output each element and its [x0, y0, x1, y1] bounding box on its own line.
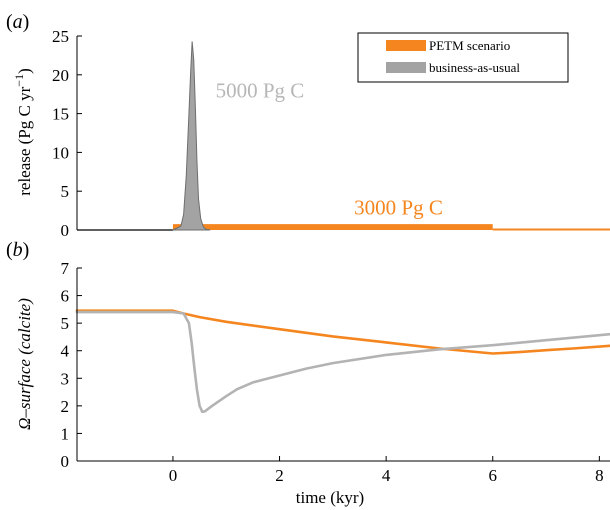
panel-b-ytick-label: 2	[61, 397, 70, 416]
legend-label-petm: PETM scenario	[429, 38, 510, 53]
panel-b-xtick-label: 8	[595, 466, 604, 485]
panel-b: (b) 0 1 2 3 4 5 6 7 0 2 4 6 8 Ω–surface (calcite) ti…	[6, 239, 610, 507]
panel-a-ytick-label: 5	[61, 182, 70, 201]
annotation-3000-pg-c: 3000 Pg C	[354, 195, 443, 219]
panel-a-ytick-label: 25	[52, 27, 69, 46]
panel-a-ytick-label: 20	[52, 66, 69, 85]
panel-a-marks	[77, 41, 610, 231]
legend: PETM scenario business-as-usual	[357, 32, 569, 83]
series-petm-omega	[75, 309, 610, 355]
panel-a: (a) 0 5 10 15 20 25 release (Pg C yr−1) PETM …	[6, 11, 610, 240]
panel-b-marks	[75, 309, 610, 414]
panel-b-ytick-label: 4	[61, 342, 70, 361]
legend-label-business-as-usual: business-as-usual	[429, 60, 520, 75]
panel-a-ticks: 0 5 10 15 20 25	[52, 27, 82, 240]
panel-b-ytick-label: 3	[61, 369, 70, 388]
panel-a-ytick-label: 0	[61, 221, 70, 240]
panel-b-xtick-label: 6	[488, 466, 497, 485]
panel-b-ytick-label: 0	[61, 452, 70, 471]
panel-b-xtick-label: 4	[382, 466, 391, 485]
series-business-as-usual-omega	[75, 310, 610, 414]
panel-b-xtick-label: 2	[275, 466, 284, 485]
panel-b-label: (b)	[6, 239, 29, 261]
annotation-5000-pg-c: 5000 Pg C	[216, 78, 305, 102]
panel-b-ytick-label: 1	[61, 424, 70, 443]
panel-b-ytick-label: 7	[61, 259, 70, 278]
series-business-as-usual-release	[172, 41, 211, 231]
series-petm-release	[172, 224, 493, 230]
panel-b-ytick-label: 6	[61, 287, 70, 306]
panel-a-ylabel: release (Pg C yr−1)	[12, 68, 34, 196]
panel-a-ytick-label: 15	[52, 105, 69, 124]
panel-a-label: (a)	[6, 11, 29, 33]
panel-b-ytick-label: 5	[61, 314, 70, 333]
panel-a-ytick-label: 10	[52, 143, 69, 162]
panel-b-ticks: 0 1 2 3 4 5 6 7 0 2 4 6 8	[61, 259, 604, 485]
panel-b-xtick-label: 0	[169, 466, 178, 485]
panel-b-xlabel: time (kyr)	[296, 488, 364, 507]
panel-b-ylabel: Ω–surface (calcite)	[15, 298, 34, 430]
legend-swatch-business-as-usual	[386, 62, 426, 73]
legend-swatch-petm	[386, 40, 426, 51]
